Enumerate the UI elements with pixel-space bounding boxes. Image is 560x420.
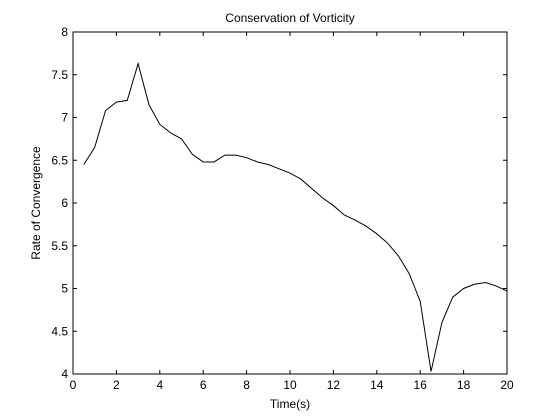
x-tick-label: 8 — [243, 378, 250, 392]
x-tick-label: 16 — [414, 378, 428, 392]
y-tick-label: 6 — [61, 196, 68, 210]
x-axis-label: Time(s) — [270, 397, 310, 411]
y-tick-label: 7.5 — [51, 68, 68, 82]
x-tick-label: 6 — [200, 378, 207, 392]
x-tick-label: 20 — [500, 378, 514, 392]
series-line — [83, 61, 508, 372]
y-tick-label: 6.5 — [51, 153, 68, 167]
x-tick-label: 10 — [283, 378, 297, 392]
x-tick-label: 18 — [457, 378, 471, 392]
y-tick-label: 4.5 — [51, 324, 68, 338]
y-tick-label: 5.5 — [51, 239, 68, 253]
y-tick-label: 7 — [61, 111, 68, 125]
x-axis-ticks: 0 2 4 6 8 10 12 14 16 18 20 — [70, 32, 514, 392]
x-tick-label: 0 — [70, 378, 77, 392]
chart-title: Conservation of Vorticity — [225, 11, 354, 25]
y-tick-label: 8 — [61, 25, 68, 39]
series-layer — [83, 61, 508, 372]
x-tick-label: 12 — [327, 378, 341, 392]
x-tick-label: 2 — [113, 378, 120, 392]
y-axis-label: Rate of Convergence — [29, 146, 43, 260]
y-tick-label: 4 — [61, 367, 68, 381]
x-tick-label: 14 — [370, 378, 384, 392]
x-tick-label: 4 — [156, 378, 163, 392]
y-axis-ticks: 4 4.5 5 5.5 6 6.5 7 7.5 8 — [51, 25, 507, 381]
y-tick-label: 5 — [61, 282, 68, 296]
plot-area — [72, 31, 508, 375]
